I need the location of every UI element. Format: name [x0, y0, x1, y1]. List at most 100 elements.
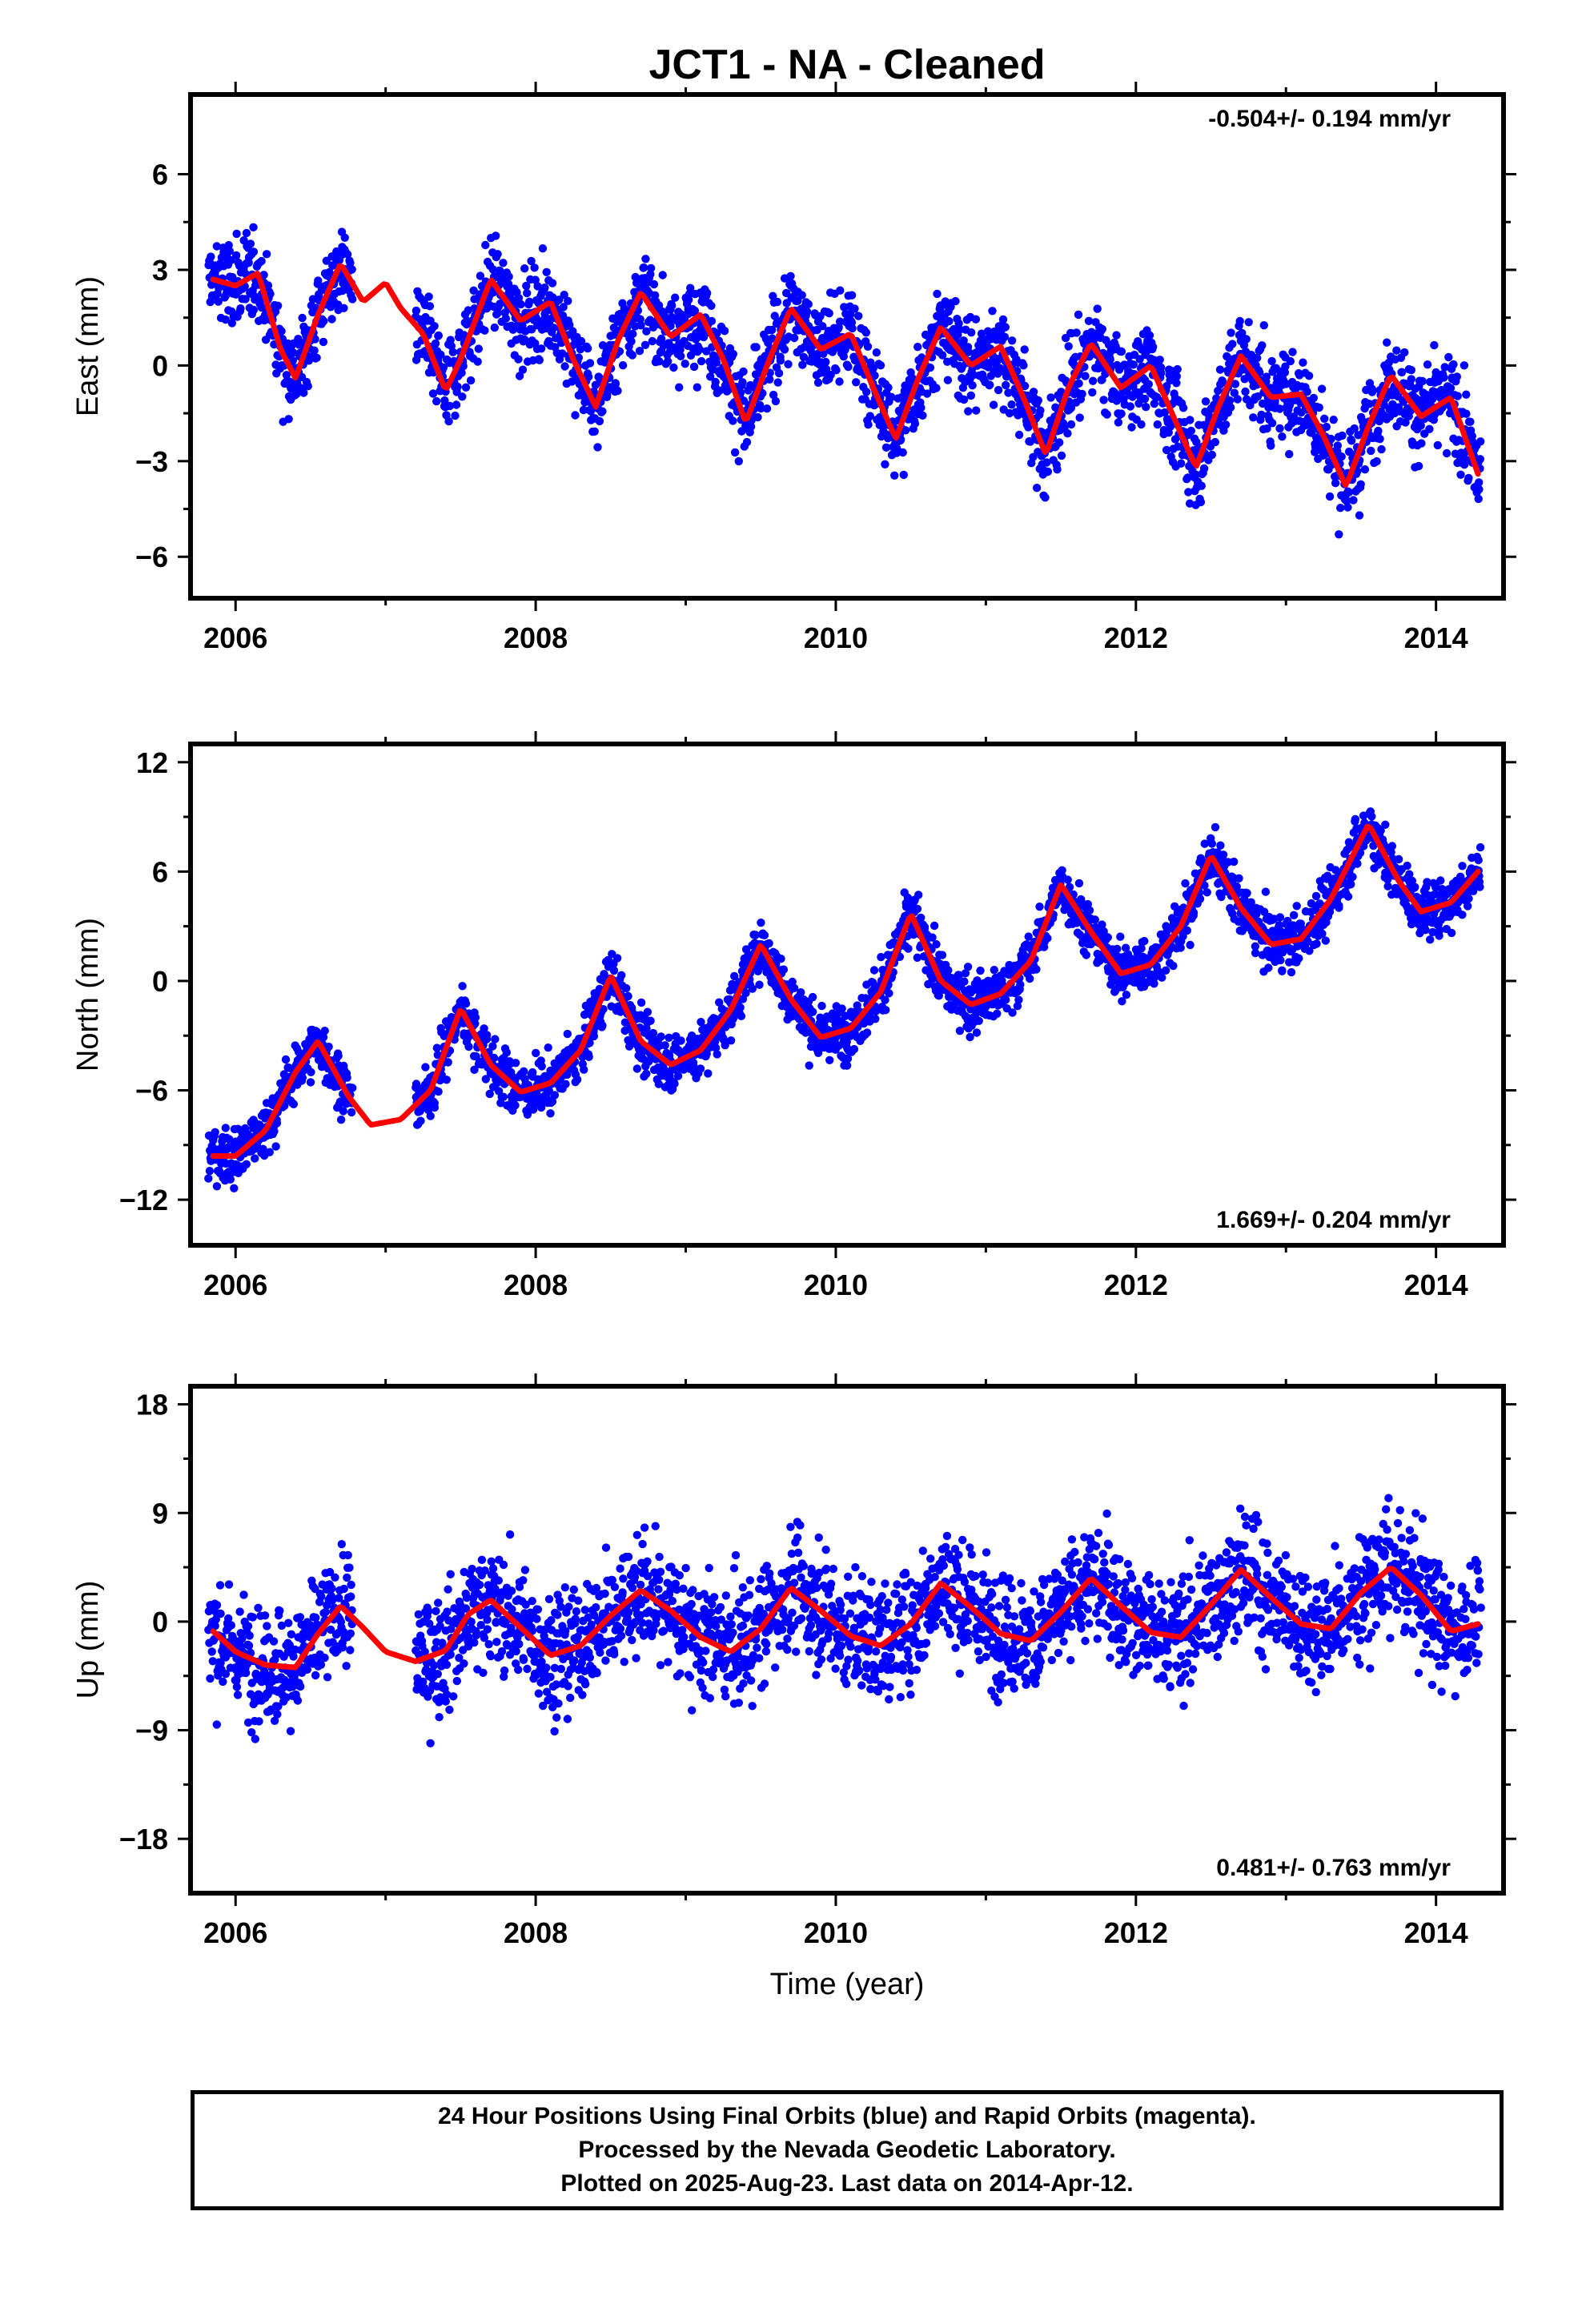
data-point — [989, 400, 998, 409]
data-point — [884, 383, 893, 392]
data-point — [1127, 423, 1136, 432]
data-point — [583, 344, 592, 353]
data-point — [765, 375, 774, 384]
data-point — [945, 316, 954, 326]
data-point — [765, 939, 773, 948]
data-point — [1425, 424, 1434, 433]
data-point — [1162, 445, 1171, 455]
data-point — [1401, 418, 1410, 427]
data-point — [793, 296, 802, 305]
data-point — [943, 376, 953, 384]
data-point — [839, 352, 849, 361]
data-point — [1476, 455, 1485, 464]
data-point — [346, 259, 355, 267]
data-point — [431, 339, 440, 348]
data-point — [1155, 356, 1164, 364]
data-point — [598, 341, 608, 350]
data-point — [561, 1080, 570, 1088]
data-point — [442, 1076, 451, 1084]
data-point — [1126, 402, 1135, 411]
data-point — [426, 1112, 435, 1120]
data-point — [1285, 449, 1294, 459]
data-point — [1464, 473, 1473, 483]
data-point — [584, 372, 593, 381]
data-point — [861, 994, 870, 1003]
data-point — [489, 1053, 499, 1063]
data-point — [686, 351, 696, 360]
data-point — [493, 250, 502, 259]
data-point — [1020, 381, 1030, 391]
data-point — [1043, 467, 1053, 476]
data-point — [1453, 392, 1462, 400]
data-point — [1201, 397, 1211, 406]
data-point — [436, 350, 445, 360]
data-point — [998, 315, 1008, 324]
data-point — [934, 991, 944, 1000]
data-point — [461, 999, 471, 1008]
data-point — [854, 312, 863, 320]
data-point — [1014, 430, 1024, 440]
data-point — [1102, 410, 1111, 419]
data-point — [299, 388, 308, 397]
data-point — [1211, 822, 1220, 832]
data-point — [1157, 368, 1166, 377]
data-point — [715, 998, 724, 1007]
data-point — [869, 966, 879, 975]
data-point — [1032, 965, 1041, 974]
data-point — [642, 327, 651, 336]
y-tick-label: −6 — [135, 541, 168, 573]
data-point — [832, 366, 841, 375]
data-point — [739, 367, 748, 376]
data-point — [707, 316, 717, 326]
data-point — [457, 368, 466, 377]
data-point — [871, 1015, 880, 1023]
data-point — [1258, 399, 1267, 408]
data-point — [1242, 335, 1251, 344]
data-point — [514, 293, 524, 303]
data-point — [1098, 324, 1107, 334]
data-point — [960, 977, 969, 986]
data-point — [502, 1048, 511, 1057]
data-point — [620, 1018, 630, 1027]
data-point — [769, 390, 778, 400]
data-point — [938, 351, 947, 360]
data-point — [1241, 387, 1250, 396]
data-point — [1072, 328, 1081, 337]
data-point — [914, 891, 923, 899]
data-point — [959, 336, 968, 345]
data-point — [904, 944, 913, 953]
data-point — [262, 250, 271, 259]
data-point — [1418, 376, 1427, 386]
data-point — [836, 286, 845, 295]
data-point — [635, 347, 644, 356]
data-point — [1333, 441, 1343, 450]
data-point — [339, 304, 348, 312]
data-point — [788, 977, 797, 987]
data-point — [872, 1007, 881, 1015]
data-point — [488, 265, 497, 274]
data-point — [1356, 480, 1365, 489]
data-point — [797, 291, 806, 300]
data-point — [658, 271, 667, 279]
data-point — [994, 385, 1003, 395]
data-point — [1257, 410, 1266, 420]
data-point — [1145, 331, 1154, 340]
data-point — [695, 345, 704, 354]
data-point — [668, 301, 677, 310]
data-point — [813, 1048, 823, 1058]
data-point — [1140, 394, 1150, 404]
data-point — [690, 306, 699, 316]
data-point — [1014, 995, 1023, 1004]
data-point — [1186, 416, 1195, 424]
data-point — [1375, 434, 1384, 444]
data-point — [1103, 933, 1113, 942]
data-point — [1114, 418, 1123, 427]
data-point — [298, 313, 307, 323]
data-point — [809, 1007, 817, 1016]
data-point — [1098, 920, 1106, 929]
data-point — [430, 1103, 440, 1112]
data-point — [802, 308, 812, 316]
data-point — [611, 379, 620, 388]
data-point — [901, 426, 910, 435]
data-point — [1034, 396, 1043, 405]
